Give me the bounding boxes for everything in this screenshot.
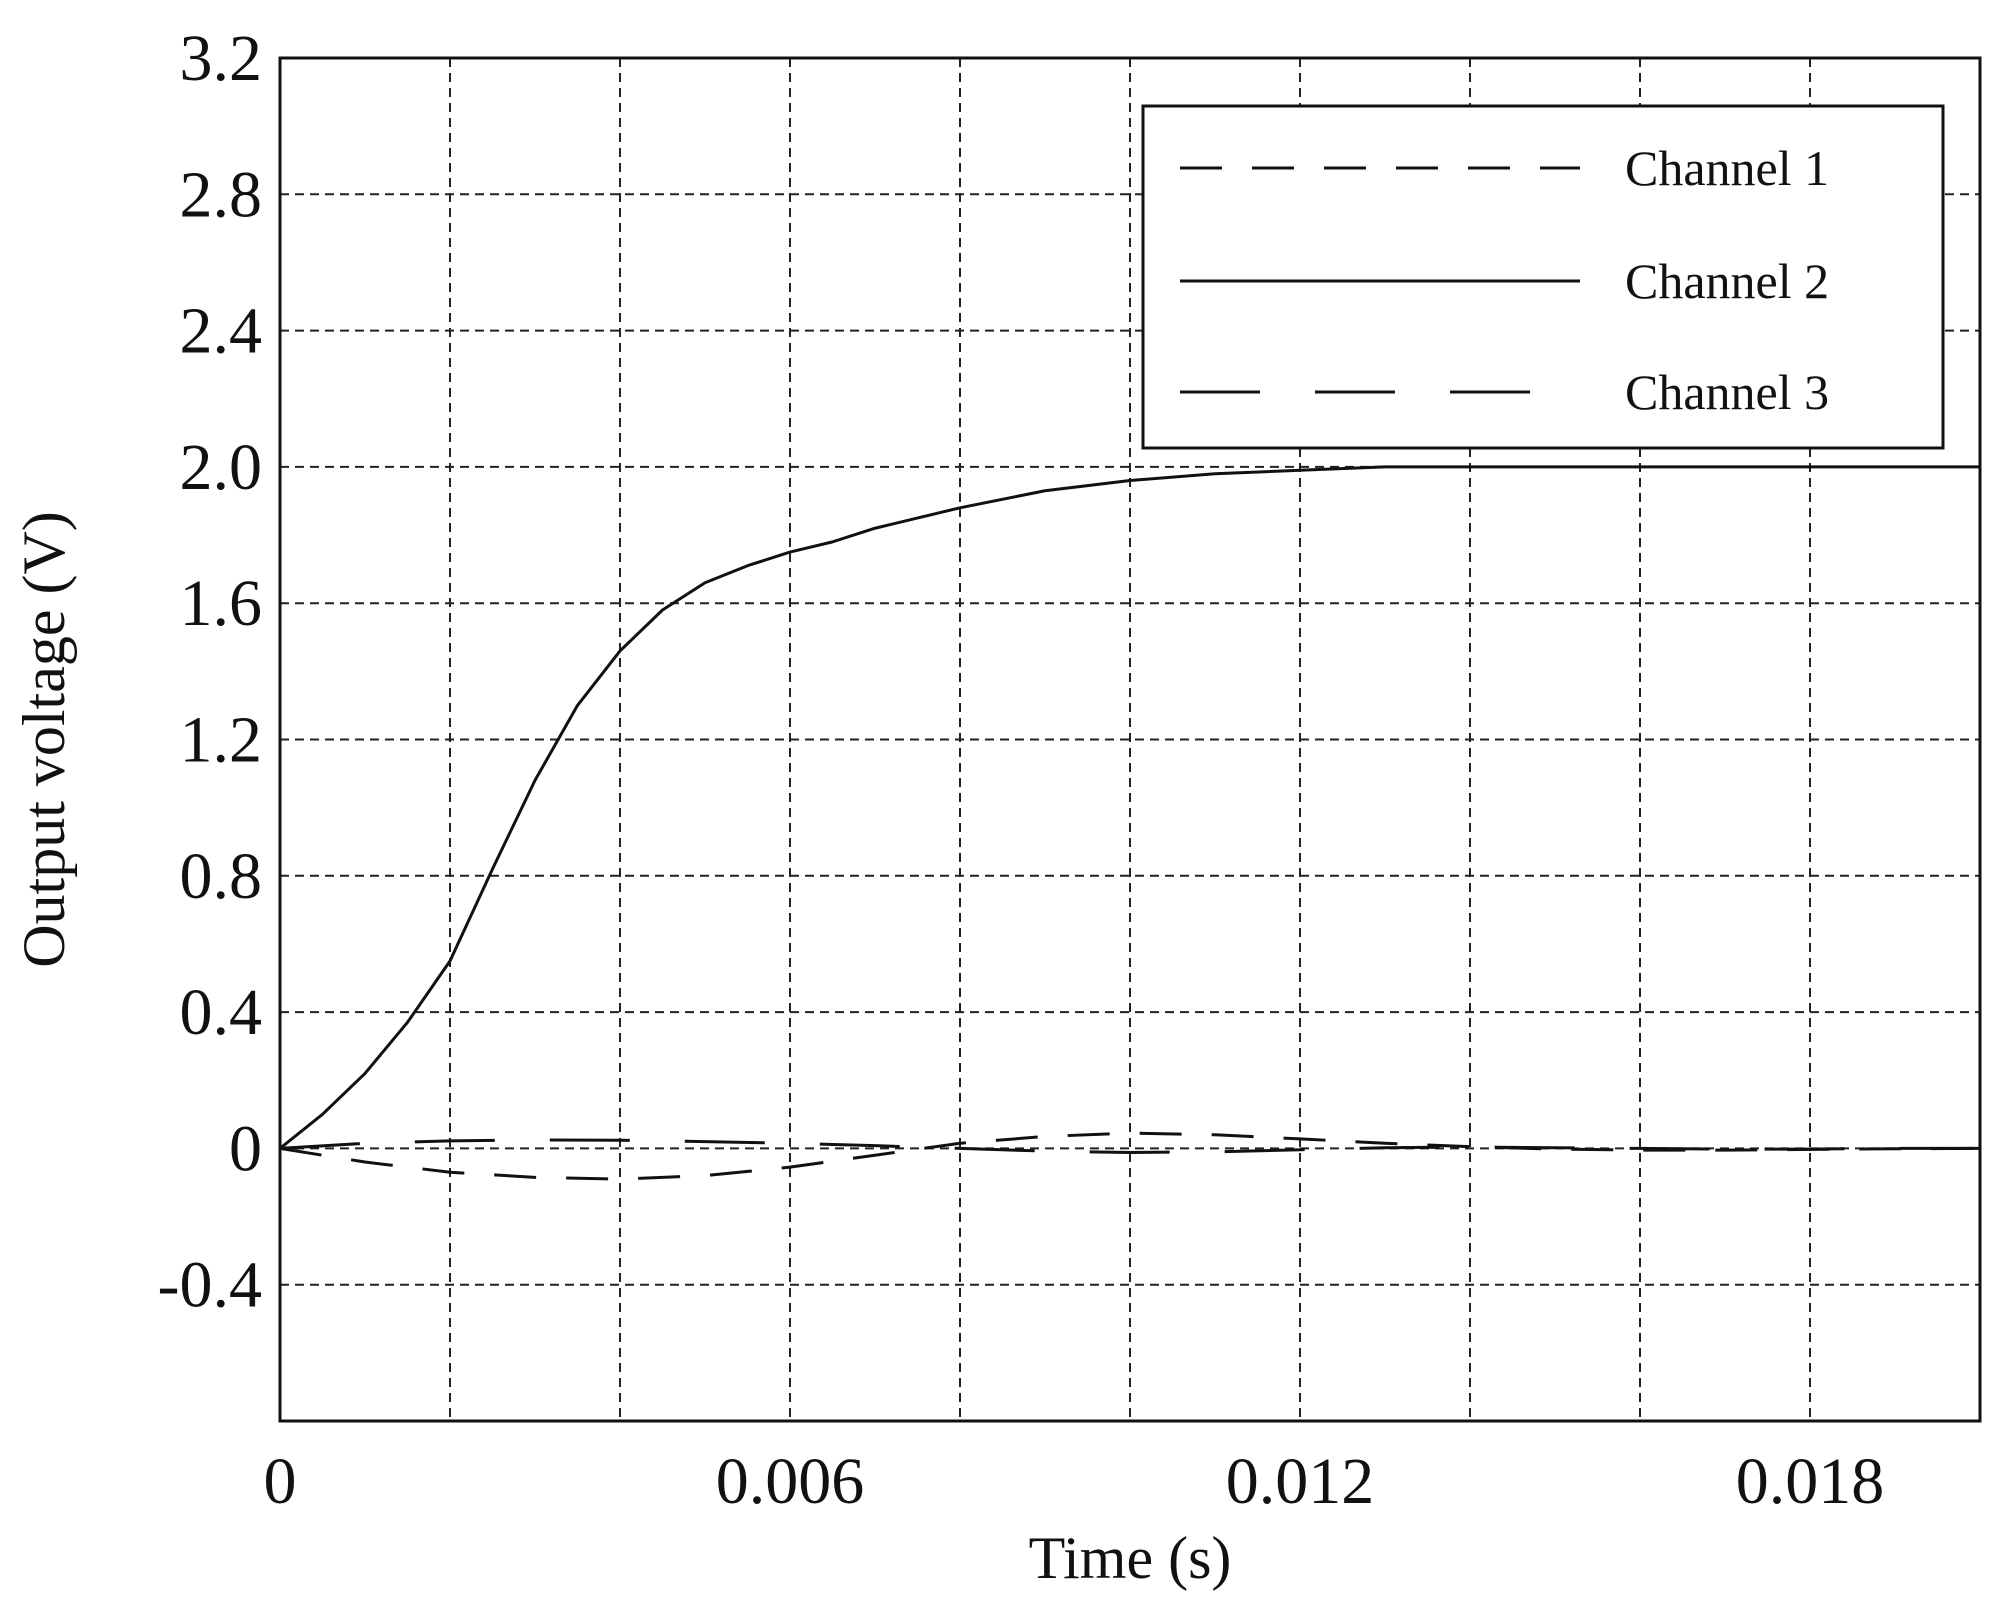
x-axis-title: Time (s) bbox=[1029, 1525, 1232, 1591]
y-tick-label: 0 bbox=[229, 1112, 262, 1185]
y-tick-label: 1.2 bbox=[180, 704, 263, 777]
legend-label-2: Channel 2 bbox=[1625, 253, 1829, 309]
legend-box bbox=[1141, 104, 1945, 450]
legend-label-3: Channel 3 bbox=[1625, 364, 1829, 420]
legend: Channel 1 Channel 2 Channel 3 bbox=[1141, 104, 1945, 450]
y-axis-ticks: -0.4 0 0.4 0.8 1.2 1.6 2.0 2.4 2.8 3.2 bbox=[158, 22, 262, 1322]
y-tick-label: 2.8 bbox=[180, 158, 263, 231]
y-tick-label: -0.4 bbox=[158, 1249, 262, 1322]
y-tick-label: 2.4 bbox=[180, 295, 263, 368]
x-tick-label: 0.006 bbox=[716, 1445, 865, 1518]
x-axis-ticks: 0 0.006 0.012 0.018 bbox=[264, 1445, 1885, 1518]
x-tick-label: 0.012 bbox=[1226, 1445, 1375, 1518]
y-tick-label: 3.2 bbox=[180, 22, 263, 95]
x-tick-label: 0.018 bbox=[1736, 1445, 1885, 1518]
plot-area-frame bbox=[278, 56, 1982, 1423]
series-line-3 bbox=[279, 1138, 1980, 1154]
legend-label-1: Channel 1 bbox=[1625, 140, 1829, 196]
y-axis-title: Output voltage (V) bbox=[11, 511, 77, 968]
y-tick-label: 1.6 bbox=[180, 567, 263, 640]
y-tick-label: 0.4 bbox=[180, 976, 263, 1049]
y-tick-label: 0.8 bbox=[180, 840, 263, 913]
y-tick-label: 2.0 bbox=[180, 431, 263, 504]
x-tick-label: 0 bbox=[264, 1445, 297, 1518]
series-lines bbox=[279, 465, 1981, 1181]
series-line-2 bbox=[279, 465, 1980, 1150]
